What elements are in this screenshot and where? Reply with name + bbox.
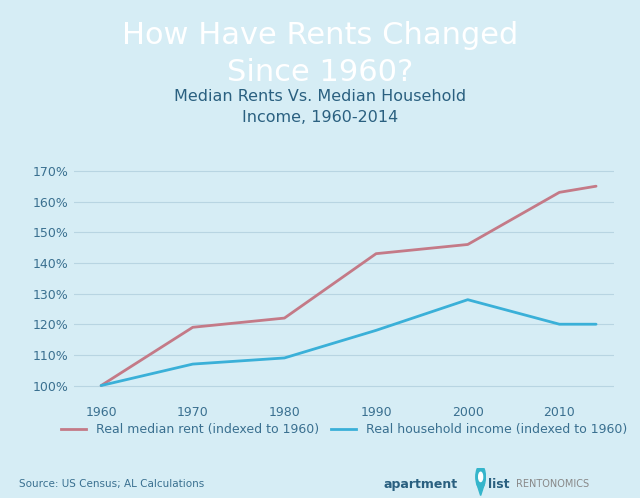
Text: list: list [488,478,509,491]
Circle shape [476,465,486,489]
Text: apartment: apartment [384,478,458,491]
Legend: Real median rent (indexed to 1960), Real household income (indexed to 1960): Real median rent (indexed to 1960), Real… [56,418,632,441]
Text: RENTONOMICS: RENTONOMICS [516,479,589,489]
Polygon shape [477,484,484,496]
Text: Median Rents Vs. Median Household
Income, 1960-2014: Median Rents Vs. Median Household Income… [174,89,466,125]
Text: Source: US Census; AL Calculations: Source: US Census; AL Calculations [19,479,204,489]
Text: How Have Rents Changed
Since 1960?: How Have Rents Changed Since 1960? [122,20,518,87]
Circle shape [479,472,483,482]
